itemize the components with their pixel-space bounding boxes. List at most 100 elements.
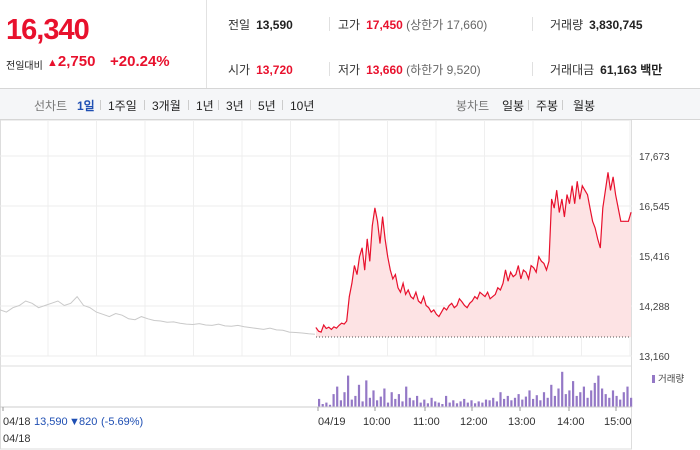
period-1w[interactable]: 1주일 [108,99,137,113]
period-1d[interactable]: 1일 [77,99,95,113]
y-tick-label: 13,160 [639,352,670,363]
volume-bar [604,394,607,407]
volume-bar [466,402,469,407]
y-tick-label: 15,416 [639,252,670,263]
price-point [333,326,335,328]
prev-day-footer: 04/18 13,590 ▼ 820 (-5.69%) [3,416,143,428]
price-point [377,220,378,222]
period-5y[interactable]: 5년 [258,99,276,113]
x-tick-label: 12:00 [460,416,488,428]
price-point [574,203,576,204]
price-point [489,298,491,300]
quote-table: 전일 13,590 고가 17,450 (상한가 17,660) 거래량 3,830,… [207,0,700,88]
price-point [530,265,532,266]
price-point [443,307,445,309]
divider [532,17,533,31]
candle-chart-label: 봉차트 [456,99,490,113]
price-point [622,220,624,222]
volume-bar [601,388,604,407]
price-point [436,313,437,315]
volume-bar [503,398,506,407]
prev-day-price-line [0,295,316,335]
price-point [323,324,325,326]
divider [562,100,563,110]
period-daily-candle[interactable]: 일봉 [502,99,525,113]
period-weekly-candle[interactable]: 주봉 [536,99,559,113]
volume-bar [441,404,444,407]
price-point [331,329,332,330]
chart-period-bar: 선차트 1일 1주일 3개월 1년 3년 5년 10년 봉차트 일봉 주봉 월봉 [0,89,700,120]
divider [528,100,529,110]
volume-bar [626,386,629,407]
price-point [405,294,406,295]
prev-close: 전일 13,590 [228,18,293,32]
period-1y[interactable]: 1년 [196,99,214,113]
price-point [597,238,599,240]
price-point [456,305,458,306]
volume-bar [539,400,542,407]
volume-bar [568,390,571,408]
open: 시가 13,720 [228,63,293,77]
price-point [407,289,409,291]
volume-bar [383,388,386,407]
price-point [484,296,486,297]
today-price-line [315,172,632,333]
volume-bar [365,380,368,407]
price-point [528,278,529,280]
price-point [446,309,447,311]
volume-bar [572,381,575,407]
x-tick-label: 04/19 [318,416,346,428]
period-10y[interactable]: 10년 [290,99,315,113]
volume-legend-label: 거래량 [658,373,684,385]
price-point [453,307,455,309]
price-point [425,305,427,306]
price-point [494,294,496,295]
price-point [620,220,622,222]
price-point [525,271,527,273]
price-point [566,194,568,196]
volume-bar [481,402,484,407]
price-point [628,220,629,222]
volume-bar [419,402,422,407]
price-point [433,309,435,311]
volume-bar [477,401,480,407]
chart-frame [0,120,632,450]
volume-bar [528,390,531,408]
volume-bar [328,404,332,407]
price-point [395,274,396,275]
period-3y[interactable]: 3년 [226,99,244,113]
volume-legend: 거래량 [652,373,684,385]
volume-bar [532,398,535,407]
x-tick-label: 04/18 [3,433,31,445]
price-point [520,278,522,280]
volume-bar [376,400,379,407]
volume-bar [582,386,585,407]
price-point [605,189,606,191]
y-tick-label: 16,545 [639,202,670,213]
price-point [581,185,583,187]
price-point [448,305,450,306]
price-point [338,325,340,326]
divider [250,100,251,110]
price-point [487,291,488,293]
price-point [392,278,394,280]
price-point [543,263,545,264]
day-low: 저가 13,660 (하한가 9,520) [338,63,481,77]
volume-bar [430,397,433,408]
period-monthly-candle[interactable]: 월봉 [573,99,596,113]
volume-bar [586,397,589,408]
price-point [592,220,593,222]
price-point [466,307,468,309]
period-3m[interactable]: 3개월 [152,99,181,113]
divider [218,100,219,110]
x-tick-label: 10:00 [363,416,391,428]
volume-bar [437,402,440,407]
volume-bar [611,390,615,408]
price-point [341,322,342,324]
price-point [617,207,619,209]
footer-percent: (-5.69%) [101,416,143,428]
current-price: 16,340 [6,14,90,46]
volume-bar [426,403,429,407]
volume-bar [336,386,339,407]
